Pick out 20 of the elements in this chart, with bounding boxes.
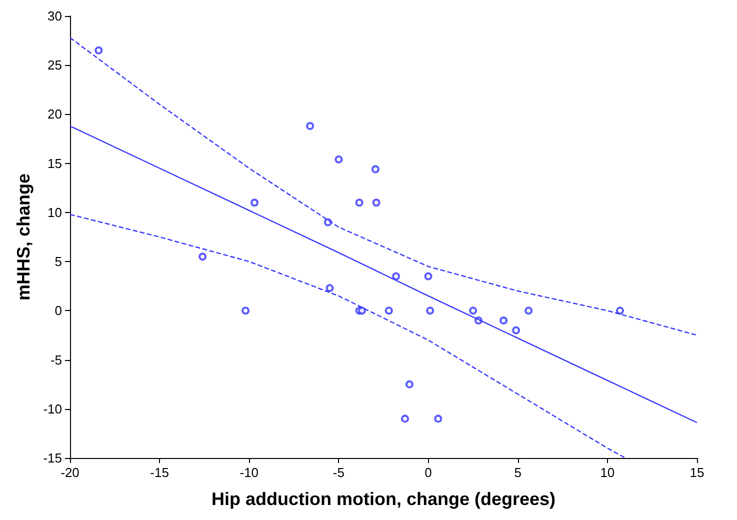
y-tick-label: -5 bbox=[50, 352, 62, 368]
x-tick-label: -20 bbox=[60, 465, 80, 480]
y-tick-label: -10 bbox=[43, 401, 62, 416]
y-tick-label: 5 bbox=[54, 254, 62, 270]
y-tick-label: 15 bbox=[48, 156, 62, 171]
y-tick-label: 25 bbox=[48, 58, 62, 73]
x-tick-label: -10 bbox=[240, 465, 259, 480]
x-tick-label: 0 bbox=[424, 465, 432, 480]
y-tick-label: 20 bbox=[48, 106, 62, 122]
x-tick-label: 10 bbox=[600, 465, 615, 480]
x-tick-label: -15 bbox=[150, 465, 169, 480]
y-tick-label: 30 bbox=[48, 8, 62, 24]
x-axis-title: Hip adduction motion, change (degrees) bbox=[211, 489, 556, 509]
y-tick-label: -15 bbox=[43, 450, 62, 466]
x-tick-label: 5 bbox=[514, 465, 522, 480]
x-tick-label: -5 bbox=[332, 465, 344, 480]
y-axis-title: mHHS, change bbox=[13, 173, 34, 301]
x-tick-label: 15 bbox=[690, 465, 704, 480]
y-tick-label: 0 bbox=[54, 303, 62, 318]
y-tick-label: 10 bbox=[48, 204, 62, 220]
